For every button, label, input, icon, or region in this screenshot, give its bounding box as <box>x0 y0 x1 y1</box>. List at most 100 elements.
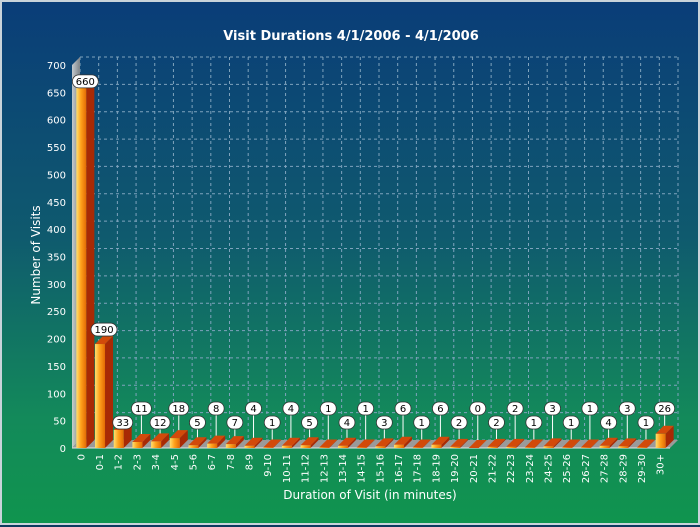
data-label: 11 <box>131 401 152 434</box>
bar-side <box>646 439 655 448</box>
bar-top <box>169 430 188 439</box>
bar-top <box>132 433 151 442</box>
bar-top <box>468 440 487 448</box>
bar-front <box>394 444 405 448</box>
bar-front <box>244 445 255 448</box>
bar-side <box>422 439 431 448</box>
data-label: 4 <box>282 401 300 438</box>
bar-front <box>225 444 236 448</box>
data-label: 1 <box>357 401 375 440</box>
bar-side <box>609 437 618 448</box>
bar-side <box>291 437 300 448</box>
bar-top <box>281 437 300 446</box>
bar-top <box>207 435 226 444</box>
y-tick-label: 700 <box>47 61 66 72</box>
data-label: 8 <box>207 401 225 436</box>
bar-top <box>543 438 562 447</box>
x-tick-label: 22-23 <box>506 454 517 483</box>
svg-text:4: 4 <box>344 418 350 429</box>
bar-top <box>244 437 263 446</box>
svg-text:6: 6 <box>400 404 406 415</box>
svg-text:12: 12 <box>154 418 167 429</box>
x-tick-label: 5-6 <box>188 454 199 470</box>
bar-front <box>506 446 517 448</box>
svg-text:3: 3 <box>624 404 630 415</box>
bar <box>562 439 581 448</box>
bar-side <box>254 437 263 448</box>
svg-text:6: 6 <box>437 404 443 415</box>
bar-top <box>319 439 338 448</box>
bar-front <box>263 447 274 448</box>
bar-front <box>169 438 180 448</box>
y-tick-label: 500 <box>47 170 66 181</box>
bar <box>375 438 394 448</box>
x-tick-label: 1-2 <box>114 454 125 470</box>
x-tick-label: 10-11 <box>282 454 293 483</box>
data-label: 7 <box>226 415 244 437</box>
x-tick-label: 12-13 <box>319 454 330 483</box>
data-label: 1 <box>562 415 580 440</box>
x-tick-label: 6-7 <box>207 454 218 470</box>
x-tick-label: 3-4 <box>151 454 162 470</box>
data-label: 1 <box>319 401 337 440</box>
bar <box>95 336 114 448</box>
data-label: 26 <box>654 401 676 426</box>
chart-title: Visit Durations 4/1/2006 - 4/1/2006 <box>223 29 479 44</box>
svg-text:1: 1 <box>419 418 425 429</box>
data-label: 4 <box>600 415 617 438</box>
bar <box>356 439 375 448</box>
bar-side <box>273 439 282 448</box>
bar-front <box>562 447 573 448</box>
x-tick-label: 28-29 <box>618 454 629 483</box>
bar-top <box>356 439 375 448</box>
data-label: 1 <box>413 415 431 440</box>
x-tick-label: 0-1 <box>95 454 106 470</box>
bar <box>132 433 151 448</box>
bar-side <box>329 439 338 448</box>
svg-text:1: 1 <box>643 418 649 429</box>
bar-front <box>151 441 162 448</box>
svg-text:0: 0 <box>475 404 481 415</box>
x-tick-label: 20-21 <box>469 454 480 483</box>
svg-text:660: 660 <box>76 77 95 88</box>
bar-front <box>95 344 106 448</box>
bar <box>76 78 95 448</box>
y-tick-label: 600 <box>47 116 66 127</box>
bar-top <box>506 438 525 447</box>
bar-front <box>337 445 348 448</box>
svg-text:11: 11 <box>135 404 148 415</box>
bar <box>487 438 506 448</box>
bar <box>431 436 450 448</box>
x-tick-label: 25-26 <box>562 454 573 483</box>
bar-front <box>618 446 629 448</box>
x-tick-label: 15-16 <box>375 454 386 483</box>
bar-side <box>310 437 319 448</box>
bar-top <box>300 437 319 446</box>
x-tick-label: 30+ <box>656 454 667 475</box>
bar <box>599 437 618 448</box>
data-label: 4 <box>338 415 356 438</box>
y-tick-label: 100 <box>47 389 66 400</box>
svg-text:8: 8 <box>213 404 219 415</box>
bars <box>76 78 674 448</box>
data-label: 5 <box>189 415 206 438</box>
svg-text:1: 1 <box>568 418 574 429</box>
bar-top <box>337 437 356 446</box>
svg-text:33: 33 <box>116 418 129 429</box>
data-label: 3 <box>544 401 561 439</box>
bar-side <box>534 439 543 448</box>
bar-side <box>628 438 637 448</box>
svg-text:18: 18 <box>172 404 185 415</box>
x-tick-label: 24-25 <box>544 454 555 483</box>
bar-side <box>105 336 114 448</box>
x-tick-label: 11-12 <box>301 454 312 483</box>
gridlines <box>79 56 679 441</box>
bar-front <box>487 446 498 448</box>
bar <box>524 439 543 448</box>
bar-side <box>198 437 207 448</box>
svg-text:1: 1 <box>269 418 275 429</box>
svg-text:3: 3 <box>549 404 555 415</box>
bar-top <box>431 436 450 445</box>
data-labels: 6601903311121858741451413616202213114312… <box>71 74 676 440</box>
x-tick-label: 19-20 <box>450 454 461 483</box>
